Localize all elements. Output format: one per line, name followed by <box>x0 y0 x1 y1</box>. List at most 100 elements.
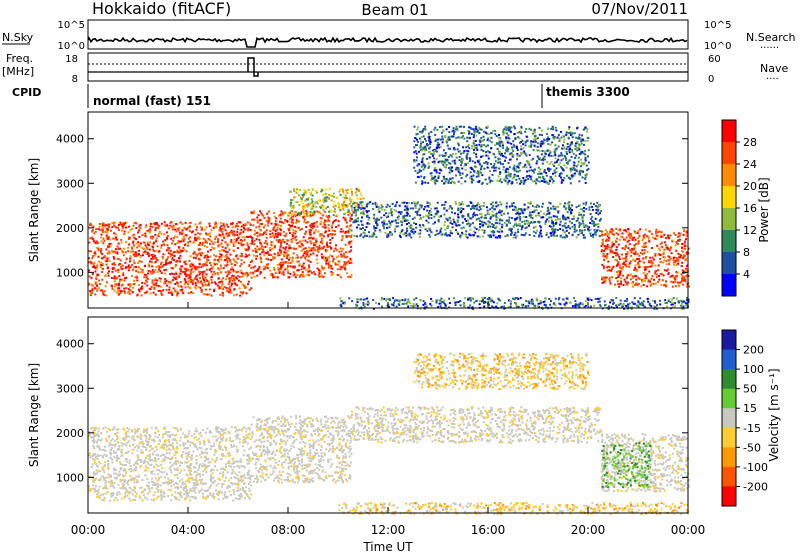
heatmap-cell <box>499 178 502 181</box>
heatmap-cell <box>514 127 517 130</box>
heatmap-cell <box>668 263 671 266</box>
heatmap-cell <box>88 261 91 264</box>
heatmap-cell <box>210 267 213 270</box>
heatmap-cell <box>244 273 247 276</box>
heatmap-cell <box>174 228 177 231</box>
heatmap-cell <box>510 233 513 236</box>
heatmap-cell <box>355 189 358 192</box>
heatmap-cell <box>118 258 121 260</box>
heatmap-cell <box>387 215 389 218</box>
heatmap-cell <box>520 132 523 135</box>
heatmap-cell <box>584 174 587 177</box>
heatmap-cell <box>583 161 586 164</box>
heatmap-cell <box>133 255 136 258</box>
heatmap-cell <box>197 244 200 246</box>
heatmap-cell <box>525 128 528 130</box>
heatmap-cell <box>450 155 453 158</box>
heatmap-cell <box>320 190 323 193</box>
heatmap-cell <box>414 204 417 207</box>
heatmap-cell <box>565 148 568 150</box>
heatmap-cell <box>628 265 631 268</box>
heatmap-cell <box>276 253 279 256</box>
heatmap-cell <box>208 293 211 296</box>
heatmap-cell <box>452 129 455 132</box>
heatmap-cell <box>471 160 474 163</box>
heatmap-cell <box>503 155 506 158</box>
heatmap-cell <box>531 222 534 224</box>
heatmap-cell <box>449 162 452 165</box>
heatmap-cell <box>280 210 283 213</box>
heatmap-cell <box>279 251 282 254</box>
heatmap-cell <box>527 202 530 205</box>
heatmap-cell <box>297 260 300 263</box>
heatmap-cell <box>199 286 202 289</box>
heatmap-cell <box>513 125 516 128</box>
heatmap-cell <box>350 249 353 252</box>
heatmap-cell <box>629 278 632 281</box>
heatmap-cell <box>123 224 126 226</box>
heatmap-cell <box>533 205 535 208</box>
heatmap-cell <box>492 214 495 217</box>
heatmap-cell <box>554 235 557 238</box>
heatmap-cell <box>554 175 557 178</box>
heatmap-cell <box>104 275 107 278</box>
heatmap-cell <box>90 277 93 280</box>
heatmap-cell <box>240 225 243 228</box>
heatmap-cell <box>577 160 580 163</box>
heatmap-cell <box>687 247 690 250</box>
heatmap-cell <box>315 241 317 244</box>
heatmap-cell <box>473 234 475 237</box>
heatmap-cell <box>295 191 298 194</box>
heatmap-cell <box>676 257 679 260</box>
heatmap-cell <box>225 264 228 267</box>
heatmap-cell <box>543 178 546 181</box>
heatmap-cell <box>89 260 92 263</box>
heatmap-cell <box>490 235 492 238</box>
heatmap-cell <box>109 242 112 245</box>
heatmap-cell <box>407 209 410 212</box>
heatmap-cell <box>573 228 576 231</box>
heatmap-cell <box>511 205 514 207</box>
heatmap-cell <box>649 265 652 268</box>
heatmap-cell <box>323 272 326 275</box>
heatmap-cell <box>538 221 541 224</box>
heatmap-cell <box>283 251 286 254</box>
heatmap-cell <box>483 138 486 141</box>
heatmap-cell <box>603 278 606 281</box>
heatmap-cell <box>479 219 482 222</box>
heatmap-cell <box>273 215 276 218</box>
heatmap-cell <box>598 235 601 238</box>
heatmap-cell <box>465 230 468 233</box>
heatmap-cell <box>264 246 267 248</box>
heatmap-cell <box>282 222 285 225</box>
heatmap-cell <box>374 229 377 232</box>
heatmap-cell <box>301 194 304 196</box>
heatmap-cell <box>576 219 579 222</box>
heatmap-cell <box>228 231 231 234</box>
heatmap-cell <box>423 149 426 152</box>
heatmap-cell <box>660 231 663 234</box>
heatmap-cell <box>411 202 413 205</box>
heatmap-cell <box>222 294 225 297</box>
heatmap-cell <box>434 133 437 136</box>
heatmap-cell <box>638 260 641 263</box>
heatmap-cell <box>351 191 353 194</box>
heatmap-cell <box>637 276 640 279</box>
heatmap-cell <box>362 212 365 215</box>
heatmap-cell <box>189 264 191 267</box>
heatmap-cell <box>535 162 538 165</box>
heatmap-cell <box>565 133 568 136</box>
heatmap-cell <box>526 160 529 163</box>
heatmap-cell <box>277 240 280 243</box>
heatmap-cell <box>682 256 685 259</box>
heatmap-cell <box>388 220 391 223</box>
heatmap-cell <box>620 277 623 280</box>
heatmap-cell <box>309 253 312 256</box>
heatmap-cell <box>548 220 550 223</box>
heatmap-cell <box>228 271 231 274</box>
heatmap-cell <box>540 140 543 143</box>
heatmap-cell <box>153 241 155 244</box>
heatmap-cell <box>322 208 325 211</box>
heatmap-cell <box>290 239 293 242</box>
heatmap-cell <box>472 179 475 182</box>
